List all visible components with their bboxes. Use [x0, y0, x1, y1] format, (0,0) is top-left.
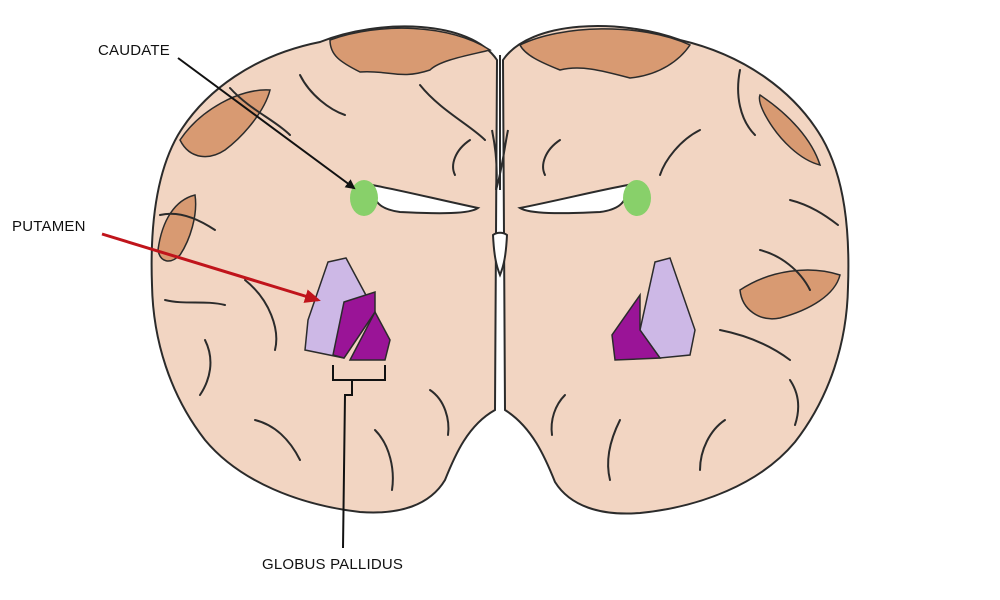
putamen-label: PUTAMEN	[12, 218, 86, 235]
right-caudate-nucleus	[623, 180, 651, 216]
left-hemisphere	[152, 26, 497, 512]
caudate-label: CAUDATE	[98, 42, 170, 59]
left-caudate-nucleus	[350, 180, 378, 216]
globus-pallidus-label: GLOBUS PALLIDUS	[262, 556, 403, 573]
